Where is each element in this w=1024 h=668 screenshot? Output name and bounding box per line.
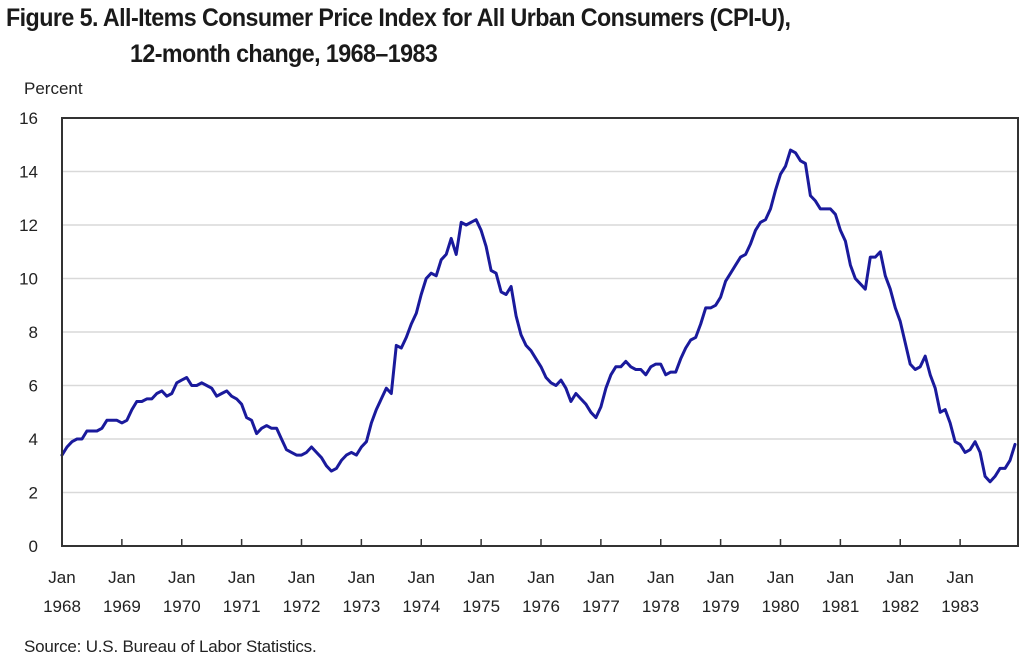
x-tick-month: Jan xyxy=(168,568,195,587)
x-tick-year: 1972 xyxy=(283,597,321,616)
series-layer xyxy=(60,148,1017,484)
y-tick-label: 14 xyxy=(19,163,38,182)
x-tick-month: Jan xyxy=(887,568,914,587)
x-tick-month: Jan xyxy=(467,568,494,587)
x-tick-year: 1973 xyxy=(342,597,380,616)
x-tick-year: 1982 xyxy=(881,597,919,616)
x-tick-year: 1981 xyxy=(821,597,859,616)
x-tick-year: 1976 xyxy=(522,597,560,616)
x-tick-year: 1983 xyxy=(941,597,979,616)
y-tick-label: 8 xyxy=(29,323,38,342)
x-tick-year: 1969 xyxy=(103,597,141,616)
x-tick-year: 1975 xyxy=(462,597,500,616)
x-tick-month: Jan xyxy=(707,568,734,587)
x-tick-year: 1978 xyxy=(642,597,680,616)
gridlines xyxy=(62,170,1018,494)
y-tick-label: 16 xyxy=(19,109,38,128)
x-tick-month: Jan xyxy=(827,568,854,587)
x-tick-year: 1980 xyxy=(762,597,800,616)
x-tick-month: Jan xyxy=(108,568,135,587)
y-tick-label: 10 xyxy=(19,270,38,289)
y-tick-label: 2 xyxy=(29,484,38,503)
y-tick-label: 12 xyxy=(19,216,38,235)
y-tick-label: 0 xyxy=(29,537,38,556)
series-line-cpi-u xyxy=(60,148,1017,484)
x-tick-month: Jan xyxy=(946,568,973,587)
x-tick-month: Jan xyxy=(647,568,674,587)
x-tick-year: 1977 xyxy=(582,597,620,616)
x-tick-month: Jan xyxy=(288,568,315,587)
x-tick-month: Jan xyxy=(587,568,614,587)
x-tick-year: 1974 xyxy=(402,597,440,616)
x-tick-year: 1968 xyxy=(43,597,81,616)
x-tick-month: Jan xyxy=(527,568,554,587)
x-axis-ticks: Jan 1968 Jan 1969 Jan 1970 Jan 1971 Jan 1972 Jan 19… xyxy=(43,539,979,616)
x-tick-year: 1970 xyxy=(163,597,201,616)
x-tick-month: Jan xyxy=(767,568,794,587)
source-note: Source: U.S. Bureau of Labor Statistics. xyxy=(24,637,317,656)
x-tick-year: 1971 xyxy=(223,597,261,616)
y-axis-ticks: 0 2 4 6 8 10 12 14 16 xyxy=(19,109,38,556)
chart-subtitle: 12-month change, 1968–1983 xyxy=(130,40,438,68)
y-tick-label: 6 xyxy=(29,377,38,396)
chart-title: Figure 5. All-Items Consumer Price Index… xyxy=(6,4,791,32)
x-tick-month: Jan xyxy=(408,568,435,587)
x-tick-month: Jan xyxy=(48,568,75,587)
plot-frame xyxy=(61,117,1019,547)
x-tick-year: 1979 xyxy=(702,597,740,616)
x-tick-month: Jan xyxy=(348,568,375,587)
y-axis-label: Percent xyxy=(24,79,83,98)
y-tick-label: 4 xyxy=(29,430,38,449)
x-tick-month: Jan xyxy=(228,568,255,587)
